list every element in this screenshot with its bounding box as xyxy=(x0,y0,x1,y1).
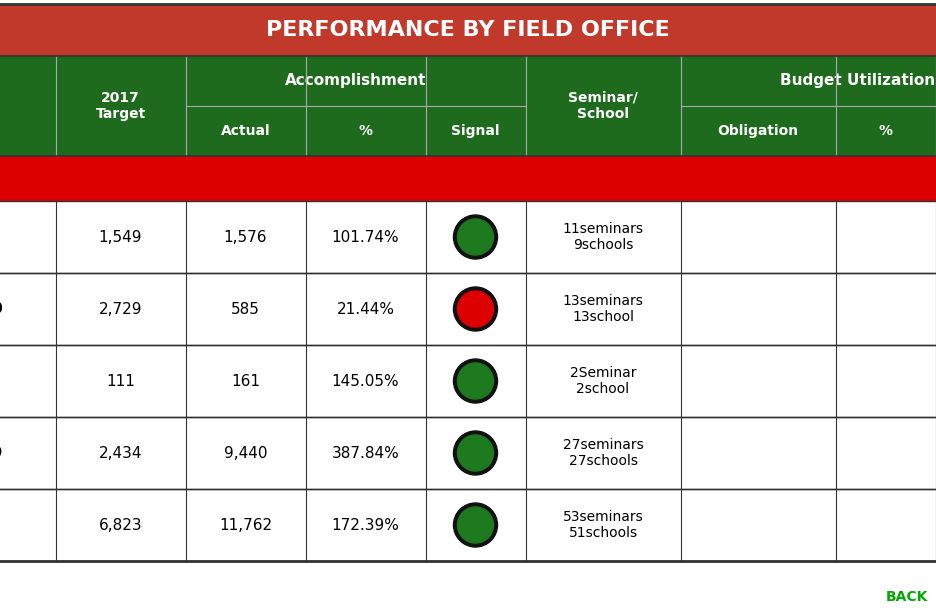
Text: Actual: Actual xyxy=(221,124,271,138)
Text: Accomplishment: Accomplishment xyxy=(285,73,426,89)
Bar xyxy=(0,489,936,561)
Text: 13seminars
13school: 13seminars 13school xyxy=(563,294,643,324)
Text: Budget Utilization: Budget Utilization xyxy=(781,73,936,89)
Text: 11seminars
9schools: 11seminars 9schools xyxy=(563,222,644,252)
Bar xyxy=(0,489,936,561)
Text: 21.44%: 21.44% xyxy=(337,302,394,316)
Text: CPFO: CPFO xyxy=(0,300,3,318)
Circle shape xyxy=(454,287,498,331)
Text: Obligation: Obligation xyxy=(717,124,798,138)
Bar xyxy=(0,56,936,156)
Text: 1,576: 1,576 xyxy=(224,230,268,245)
Text: 6,823: 6,823 xyxy=(98,518,142,532)
Text: 2,729: 2,729 xyxy=(99,302,142,316)
Bar xyxy=(0,345,936,417)
Text: 27seminars
27schools: 27seminars 27schools xyxy=(563,438,643,468)
Circle shape xyxy=(454,215,498,259)
Circle shape xyxy=(458,291,493,327)
Bar xyxy=(0,417,936,489)
Bar xyxy=(0,56,936,156)
Text: 2017
Target: 2017 Target xyxy=(95,91,146,121)
Text: 111: 111 xyxy=(106,373,135,389)
Circle shape xyxy=(454,359,498,403)
Text: 585: 585 xyxy=(231,302,260,316)
Circle shape xyxy=(458,363,493,399)
Bar xyxy=(0,345,936,417)
Text: 1,549: 1,549 xyxy=(99,230,142,245)
Bar xyxy=(0,273,936,345)
Circle shape xyxy=(454,431,498,475)
Bar xyxy=(0,201,936,273)
Circle shape xyxy=(454,503,498,547)
Bar xyxy=(0,156,936,201)
Circle shape xyxy=(458,219,493,255)
Text: PERFORMANCE BY FIELD OFFICE: PERFORMANCE BY FIELD OFFICE xyxy=(266,20,670,40)
Text: BACK: BACK xyxy=(885,590,928,604)
Text: 53seminars
51schools: 53seminars 51schools xyxy=(563,510,643,540)
Text: 172.39%: 172.39% xyxy=(331,518,400,532)
Text: Signal: Signal xyxy=(451,124,500,138)
Text: 9,440: 9,440 xyxy=(224,446,268,460)
Text: 2Seminar
2school: 2Seminar 2school xyxy=(570,366,636,396)
Text: 2,434: 2,434 xyxy=(99,446,142,460)
Text: %: % xyxy=(879,124,893,138)
Bar xyxy=(0,273,936,345)
Text: 161: 161 xyxy=(231,373,260,389)
Bar xyxy=(0,417,936,489)
Circle shape xyxy=(458,507,493,543)
Text: 145.05%: 145.05% xyxy=(331,373,400,389)
Circle shape xyxy=(458,435,493,471)
Text: 11,762: 11,762 xyxy=(219,518,272,532)
Text: 101.74%: 101.74% xyxy=(331,230,400,245)
Bar xyxy=(0,201,936,273)
Text: %: % xyxy=(358,124,373,138)
Text: TCFO: TCFO xyxy=(0,444,3,462)
Bar xyxy=(0,4,936,56)
Text: Seminar/
School: Seminar/ School xyxy=(568,91,638,121)
Text: 387.84%: 387.84% xyxy=(331,446,400,460)
